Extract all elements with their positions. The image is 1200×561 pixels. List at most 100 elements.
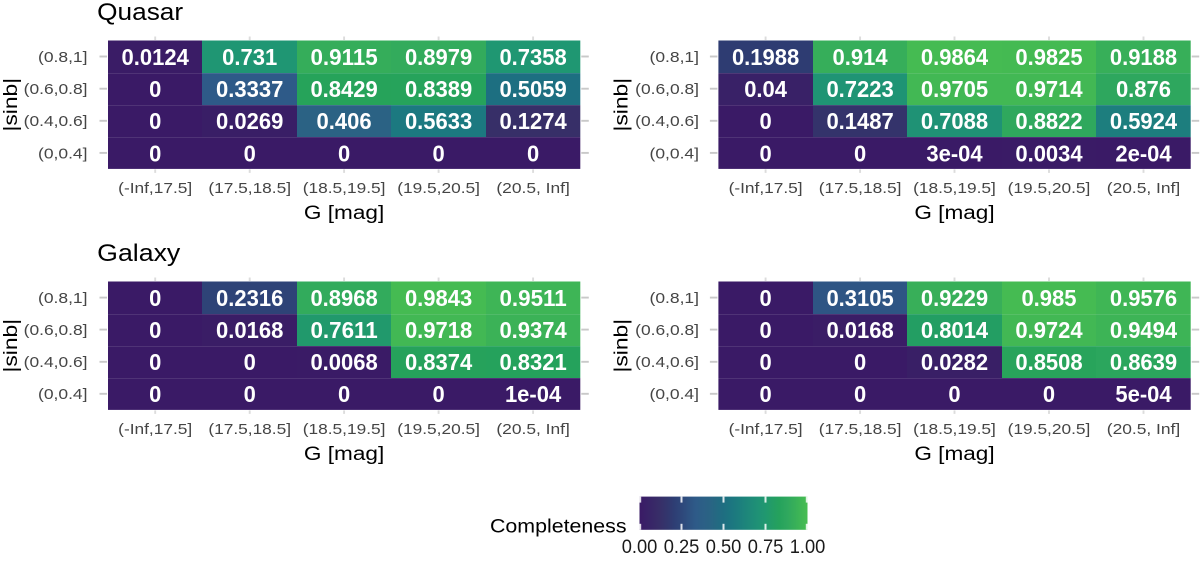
svg-text:0: 0 bbox=[760, 285, 772, 311]
svg-text:Completeness: Completeness bbox=[490, 516, 627, 537]
svg-text:0.8968: 0.8968 bbox=[310, 285, 377, 311]
svg-text:0: 0 bbox=[760, 349, 772, 375]
svg-text:0: 0 bbox=[1043, 381, 1055, 407]
svg-text:0: 0 bbox=[854, 140, 866, 166]
svg-text:(19.5,20.5]: (19.5,20.5] bbox=[1008, 422, 1091, 438]
svg-text:G [mag]: G [mag] bbox=[304, 202, 384, 224]
svg-text:0.9494: 0.9494 bbox=[1110, 317, 1178, 343]
svg-text:0.7088: 0.7088 bbox=[921, 108, 988, 134]
svg-text:0.9724: 0.9724 bbox=[1015, 317, 1083, 343]
svg-text:(-Inf,17.5]: (-Inf,17.5] bbox=[729, 181, 803, 197]
svg-text:0: 0 bbox=[244, 349, 256, 375]
svg-text:(0.8,1]: (0.8,1] bbox=[38, 291, 88, 307]
svg-text:0: 0 bbox=[149, 108, 161, 134]
svg-text:0: 0 bbox=[433, 381, 445, 407]
svg-text:|sinb|: |sinb| bbox=[610, 78, 632, 132]
svg-text:0.2316: 0.2316 bbox=[216, 285, 283, 311]
svg-text:(0.8,1]: (0.8,1] bbox=[650, 291, 700, 307]
svg-text:0.75: 0.75 bbox=[748, 537, 784, 556]
svg-text:(18.5,19.5]: (18.5,19.5] bbox=[913, 422, 996, 438]
svg-text:(0,0.4]: (0,0.4] bbox=[38, 387, 88, 403]
svg-text:0: 0 bbox=[149, 381, 161, 407]
svg-text:0.8639: 0.8639 bbox=[1110, 349, 1177, 375]
svg-text:(19.5,20.5]: (19.5,20.5] bbox=[397, 181, 480, 197]
svg-text:0: 0 bbox=[760, 317, 772, 343]
svg-text:|sinb|: |sinb| bbox=[610, 319, 632, 373]
svg-text:0.9511: 0.9511 bbox=[499, 285, 567, 311]
svg-text:0.8014: 0.8014 bbox=[921, 317, 989, 343]
svg-text:5e-04: 5e-04 bbox=[1115, 381, 1172, 407]
svg-text:(0.4,0.6]: (0.4,0.6] bbox=[635, 114, 699, 130]
svg-text:0: 0 bbox=[149, 140, 161, 166]
svg-text:0: 0 bbox=[149, 76, 161, 102]
svg-text:0: 0 bbox=[527, 140, 539, 166]
svg-text:(0,0.4]: (0,0.4] bbox=[38, 146, 88, 162]
svg-text:0: 0 bbox=[149, 317, 161, 343]
svg-text:0.1988: 0.1988 bbox=[732, 44, 799, 70]
svg-text:0.9714: 0.9714 bbox=[1015, 76, 1083, 102]
svg-text:0.3337: 0.3337 bbox=[216, 76, 283, 102]
svg-text:0.9843: 0.9843 bbox=[405, 285, 472, 311]
svg-text:0: 0 bbox=[149, 349, 161, 375]
svg-text:0.9229: 0.9229 bbox=[921, 285, 988, 311]
svg-text:0.0168: 0.0168 bbox=[826, 317, 893, 343]
svg-text:(18.5,19.5]: (18.5,19.5] bbox=[913, 181, 996, 197]
svg-text:0: 0 bbox=[149, 285, 161, 311]
svg-text:0.9576: 0.9576 bbox=[1110, 285, 1177, 311]
svg-text:0.0068: 0.0068 bbox=[310, 349, 377, 375]
svg-text:0.8979: 0.8979 bbox=[405, 44, 472, 70]
svg-text:0: 0 bbox=[760, 108, 772, 134]
svg-text:0.0269: 0.0269 bbox=[216, 108, 283, 134]
svg-text:|sinb|: |sinb| bbox=[0, 319, 22, 373]
svg-text:0: 0 bbox=[760, 140, 772, 166]
svg-text:0: 0 bbox=[854, 381, 866, 407]
svg-text:(0.4,0.6]: (0.4,0.6] bbox=[635, 355, 699, 371]
svg-text:0.8508: 0.8508 bbox=[1015, 349, 1082, 375]
svg-text:0.7611: 0.7611 bbox=[310, 317, 378, 343]
svg-text:2e-04: 2e-04 bbox=[1115, 140, 1172, 166]
svg-text:(0,0.4]: (0,0.4] bbox=[650, 146, 700, 162]
svg-text:0.8822: 0.8822 bbox=[1015, 108, 1082, 134]
svg-text:(17.5,18.5]: (17.5,18.5] bbox=[208, 181, 291, 197]
svg-text:0.00: 0.00 bbox=[622, 537, 658, 556]
svg-text:0.5059: 0.5059 bbox=[499, 76, 566, 102]
svg-text:0: 0 bbox=[760, 381, 772, 407]
svg-text:0.985: 0.985 bbox=[1021, 285, 1076, 311]
svg-text:(-Inf,17.5]: (-Inf,17.5] bbox=[118, 181, 192, 197]
svg-text:0.914: 0.914 bbox=[833, 44, 888, 70]
svg-text:0.0168: 0.0168 bbox=[216, 317, 283, 343]
svg-text:0: 0 bbox=[854, 349, 866, 375]
svg-text:(-Inf,17.5]: (-Inf,17.5] bbox=[118, 422, 192, 438]
svg-text:(0.6,0.8]: (0.6,0.8] bbox=[635, 323, 699, 339]
svg-text:0: 0 bbox=[338, 140, 350, 166]
svg-text:0.876: 0.876 bbox=[1116, 76, 1171, 102]
svg-text:3e-04: 3e-04 bbox=[926, 140, 983, 166]
svg-text:(19.5,20.5]: (19.5,20.5] bbox=[1008, 181, 1091, 197]
svg-text:(18.5,19.5]: (18.5,19.5] bbox=[303, 422, 386, 438]
svg-text:(0.4,0.6]: (0.4,0.6] bbox=[24, 114, 88, 130]
svg-text:(18.5,19.5]: (18.5,19.5] bbox=[303, 181, 386, 197]
svg-text:0.9374: 0.9374 bbox=[499, 317, 567, 343]
svg-text:0.0034: 0.0034 bbox=[1015, 140, 1083, 166]
svg-text:|sinb|: |sinb| bbox=[0, 78, 22, 132]
svg-text:(17.5,18.5]: (17.5,18.5] bbox=[819, 181, 902, 197]
svg-text:0: 0 bbox=[244, 140, 256, 166]
svg-text:0.3105: 0.3105 bbox=[826, 285, 894, 311]
svg-text:0.9718: 0.9718 bbox=[405, 317, 472, 343]
svg-text:(0.8,1]: (0.8,1] bbox=[650, 50, 700, 66]
svg-text:0.1487: 0.1487 bbox=[826, 108, 893, 134]
svg-text:0.25: 0.25 bbox=[664, 537, 700, 556]
svg-text:Galaxy: Galaxy bbox=[97, 240, 180, 267]
svg-text:0.9864: 0.9864 bbox=[921, 44, 989, 70]
svg-text:0.04: 0.04 bbox=[744, 76, 787, 102]
svg-text:G [mag]: G [mag] bbox=[914, 443, 994, 465]
svg-text:(20.5, Inf]: (20.5, Inf] bbox=[496, 422, 569, 438]
svg-text:(0,0.4]: (0,0.4] bbox=[650, 387, 700, 403]
svg-text:0: 0 bbox=[244, 381, 256, 407]
svg-text:0.7223: 0.7223 bbox=[826, 76, 893, 102]
svg-text:(0.8,1]: (0.8,1] bbox=[38, 50, 88, 66]
svg-text:0: 0 bbox=[948, 381, 960, 407]
svg-text:0.7358: 0.7358 bbox=[499, 44, 566, 70]
svg-text:0.731: 0.731 bbox=[222, 44, 277, 70]
svg-text:(20.5, Inf]: (20.5, Inf] bbox=[1107, 422, 1180, 438]
